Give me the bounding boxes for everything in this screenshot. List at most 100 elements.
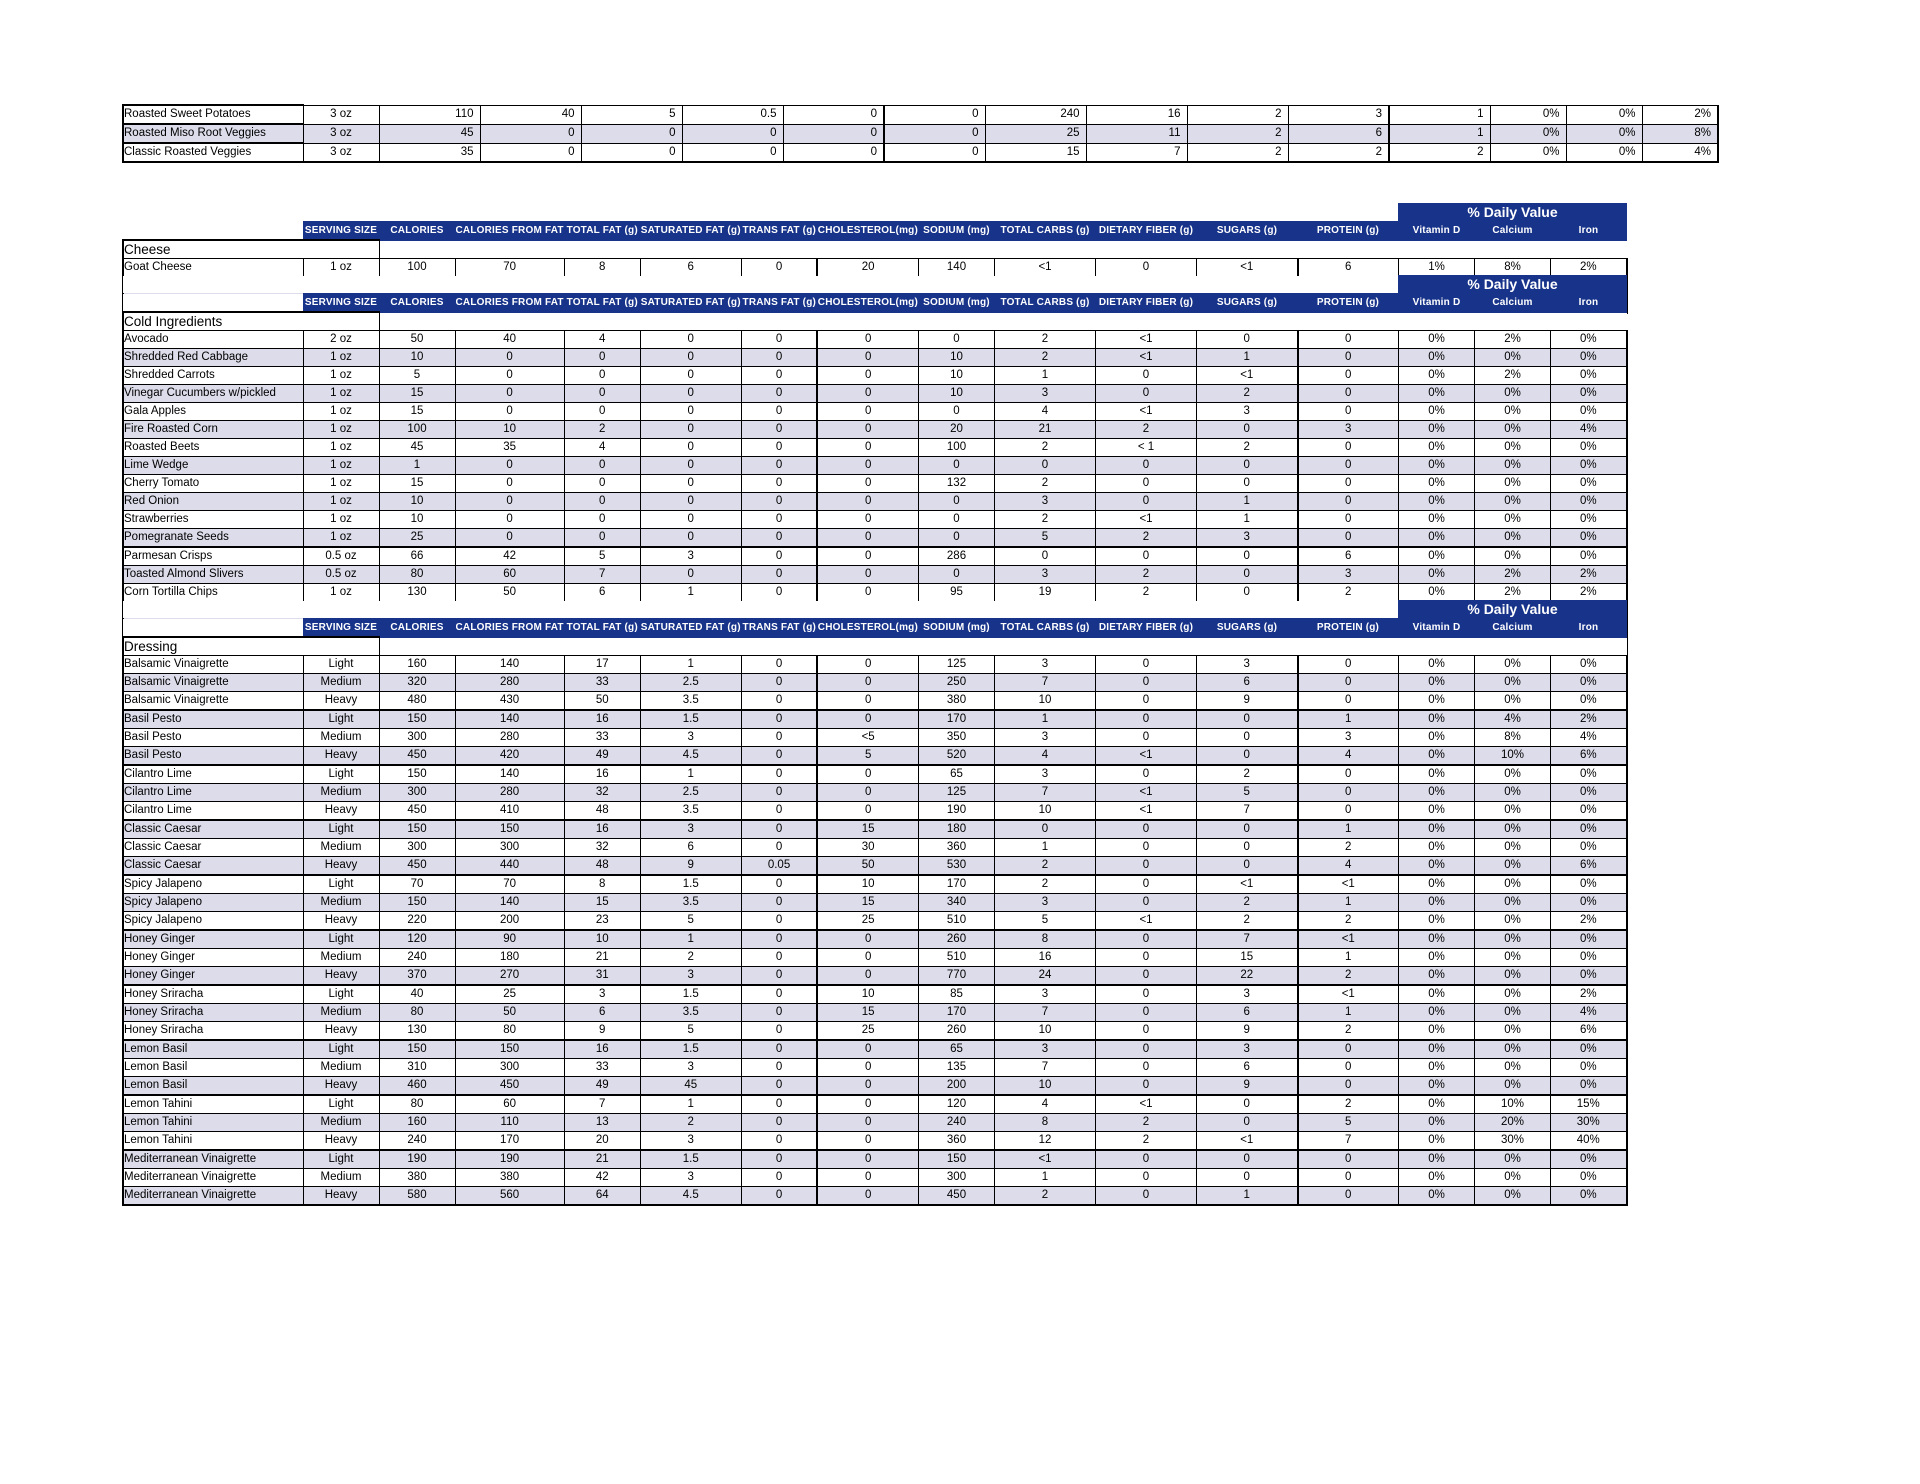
row-cell: 2	[994, 348, 1096, 367]
column-header-trans-fat-g: TRANS FAT (g)	[740, 293, 818, 313]
row-cell: 4	[563, 438, 641, 457]
row-cell: 0%	[1550, 384, 1628, 403]
row-cell: 4	[1296, 746, 1399, 766]
column-header-row: SERVING SIZE CALORIES CALORIES FROM FAT TOT…	[123, 221, 1627, 241]
row-cell: <1	[1095, 510, 1197, 529]
row-cell: 0	[1296, 456, 1399, 475]
row-cell: 0%	[1398, 746, 1475, 766]
row-cell: 1	[994, 838, 1096, 857]
row-cell: 0	[740, 384, 818, 403]
row-cell: 0	[1095, 948, 1197, 967]
row-cell: 8%	[1474, 728, 1551, 747]
row-item-name: Lemon Tahini	[122, 1131, 304, 1151]
row-cell: 0	[740, 1113, 818, 1132]
row-cell: 0%	[1398, 1186, 1475, 1206]
row-item-name: Cilantro Lime	[122, 801, 304, 821]
row-cell: 3	[994, 764, 1096, 784]
row-cell: 3	[1296, 728, 1399, 747]
row-cell: 0	[782, 104, 885, 125]
row-cell: 0	[1095, 966, 1197, 986]
column-header-protein-g: PROTEIN (g)	[1297, 618, 1399, 638]
row-cell: 0	[639, 528, 742, 548]
row-cell: 0.5	[681, 104, 784, 125]
row-cell: 0%	[1565, 123, 1643, 144]
row-cell: 0	[740, 966, 818, 986]
row-cell: 0%	[1398, 1131, 1475, 1151]
row-cell: <1	[1095, 348, 1197, 367]
row-cell: 0%	[1474, 384, 1551, 403]
row-cell: 0%	[1398, 673, 1475, 692]
row-item-name: Spicy Jalapeno	[122, 893, 304, 912]
row-cell: 10	[918, 348, 995, 367]
row-cell: 16	[563, 764, 641, 784]
row-item-name: Classic Caesar	[122, 838, 304, 857]
row-cell: 0%	[1489, 123, 1567, 144]
daily-value-band-row: % Daily Value	[123, 203, 1627, 222]
row-cell: 0%	[1474, 492, 1551, 511]
row-cell: 5	[1196, 783, 1298, 802]
row-cell: 180	[918, 819, 995, 839]
row-cell: 0	[740, 1186, 818, 1206]
table-row: Roasted Sweet Potatoes 3 oz 110 40 5 0.5 0 0 240…	[122, 104, 1719, 125]
row-cell: 0.5 oz	[302, 565, 380, 584]
row-cell: 240	[378, 948, 456, 967]
row-cell: 0	[740, 746, 818, 766]
row-item-name: Shredded Carrots	[122, 366, 304, 385]
row-cell: 1 oz	[302, 258, 380, 277]
row-cell: 0	[740, 783, 818, 802]
row-cell: 0	[782, 142, 885, 163]
row-cell: 10	[563, 929, 641, 949]
row-cell: 3.5	[639, 1003, 742, 1022]
row-cell: 150	[378, 819, 456, 839]
row-cell: 5	[994, 528, 1096, 548]
row-item-name: Goat Cheese	[122, 258, 304, 277]
table-row: Red Onion 1 oz 10 0 0 0 0 0 0 3 0 1 0 0% 0% 0%	[122, 492, 1628, 511]
row-cell: 15	[1196, 948, 1298, 967]
row-cell: 25	[378, 528, 456, 548]
column-header-sugars-g: SUGARS (g)	[1196, 221, 1298, 241]
row-item-name: Mediterranean Vinaigrette	[122, 1168, 304, 1187]
row-item-name: Lemon Basil	[122, 1058, 304, 1077]
section-title-row: Cold Ingredients	[122, 311, 1627, 331]
row-cell: 0	[1095, 1186, 1197, 1206]
row-cell: 0	[740, 420, 818, 439]
row-cell: 6%	[1550, 856, 1628, 876]
row-cell: <1	[1196, 1131, 1298, 1151]
row-item-name: Mediterranean Vinaigrette	[122, 1149, 304, 1169]
row-cell: 300	[454, 1058, 565, 1077]
row-cell: 4	[563, 330, 641, 349]
row-cell: 0	[740, 1058, 818, 1077]
row-cell: 320	[378, 673, 456, 692]
row-cell: 0	[740, 1149, 818, 1169]
row-item-name: Shredded Red Cabbage	[122, 348, 304, 367]
row-cell: <1	[1296, 874, 1399, 894]
row-cell: Medium	[302, 1058, 380, 1077]
row-cell: 5	[816, 746, 920, 766]
row-cell: 0%	[1474, 546, 1551, 566]
row-cell: 0	[1196, 746, 1298, 766]
row-cell: 0	[1095, 984, 1197, 1004]
row-cell: 21	[994, 420, 1096, 439]
row-item-name: Lime Wedge	[122, 456, 304, 475]
row-cell: 3	[994, 655, 1096, 674]
row-cell: 25	[816, 911, 920, 931]
header-name-spacer	[123, 221, 303, 240]
row-cell: 0	[563, 384, 641, 403]
row-cell: 31	[563, 966, 641, 986]
row-cell: 2	[1186, 123, 1289, 144]
row-cell: 0	[883, 104, 986, 125]
row-cell: 42	[563, 1168, 641, 1187]
row-cell: 0	[740, 528, 818, 548]
row-item-name: Balsamic Vinaigrette	[122, 691, 304, 711]
row-cell: 0%	[1474, 402, 1551, 421]
row-cell: 12	[994, 1131, 1096, 1151]
row-cell: 3.5	[639, 893, 742, 912]
table-row: Shredded Red Cabbage 1 oz 10 0 0 0 0 0 10 2 <1 1 0 0%…	[122, 348, 1628, 367]
row-cell: 0	[816, 384, 920, 403]
row-cell: 0	[1296, 348, 1399, 367]
row-item-name: Gala Apples	[122, 402, 304, 421]
row-cell: 0%	[1474, 348, 1551, 367]
row-cell: 21	[563, 948, 641, 967]
row-item-name: Lemon Tahini	[122, 1094, 304, 1114]
